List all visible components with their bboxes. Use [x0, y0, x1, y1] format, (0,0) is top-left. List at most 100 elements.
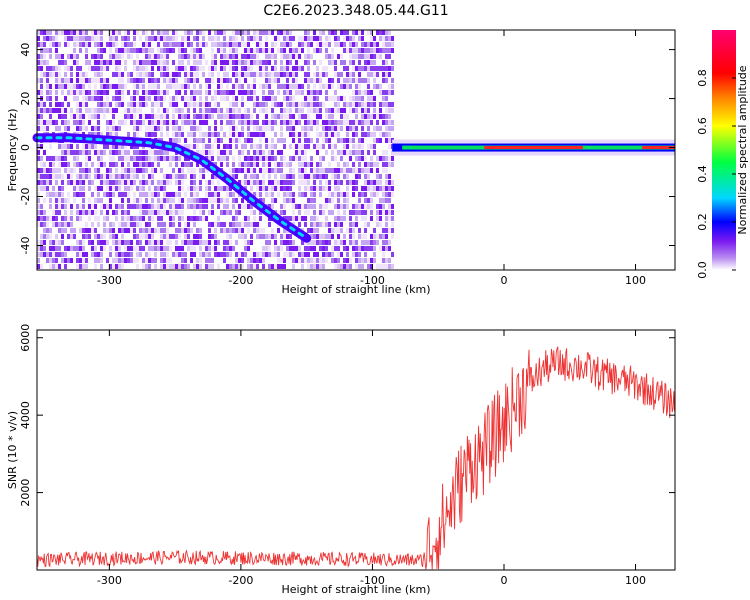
noise-cell [166, 108, 169, 113]
noise-cell [292, 96, 295, 101]
noise-cell [274, 180, 277, 185]
noise-cell [145, 48, 148, 53]
noise-cell [76, 72, 79, 77]
noise-cell [76, 144, 79, 149]
noise-cell [175, 84, 178, 89]
noise-cell [313, 240, 316, 245]
noise-cell [289, 96, 292, 101]
noise-cell [85, 210, 88, 215]
noise-cell [145, 192, 148, 197]
noise-cell [364, 66, 367, 71]
noise-cell [79, 114, 82, 119]
noise-cell [373, 138, 376, 143]
noise-cell [175, 228, 178, 233]
noise-cell [316, 216, 319, 221]
noise-cell [364, 252, 367, 257]
noise-cell [307, 180, 310, 185]
noise-cell [106, 42, 109, 47]
noise-cell [151, 234, 154, 239]
noise-cell [367, 72, 370, 77]
noise-cell [361, 132, 364, 137]
noise-cell [229, 222, 232, 227]
noise-cell [235, 36, 238, 41]
noise-cell [220, 186, 223, 191]
noise-cell [139, 72, 142, 77]
noise-cell [184, 252, 187, 257]
noise-cell [361, 126, 364, 131]
noise-cell [319, 168, 322, 173]
noise-cell [256, 114, 259, 119]
noise-cell [250, 264, 253, 269]
noise-cell [199, 186, 202, 191]
noise-cell [292, 180, 295, 185]
noise-cell [259, 216, 262, 221]
noise-cell [262, 228, 265, 233]
noise-cell [382, 48, 385, 53]
noise-cell [259, 186, 262, 191]
noise-cell [340, 222, 343, 227]
noise-cell [142, 174, 145, 179]
noise-cell [181, 66, 184, 71]
noise-cell [205, 204, 208, 209]
noise-cell [367, 264, 370, 269]
noise-cell [304, 156, 307, 161]
noise-cell [358, 198, 361, 203]
noise-cell [370, 54, 373, 59]
noise-cell [244, 120, 247, 125]
noise-cell [76, 102, 79, 107]
noise-cell [271, 228, 274, 233]
noise-cell [319, 144, 322, 149]
noise-cell [193, 132, 196, 137]
noise-cell [73, 156, 76, 161]
noise-cell [172, 30, 175, 35]
noise-cell [304, 30, 307, 35]
noise-cell [349, 96, 352, 101]
noise-cell [349, 228, 352, 233]
noise-cell [298, 48, 301, 53]
noise-cell [37, 240, 40, 245]
noise-cell [181, 162, 184, 167]
noise-cell [331, 252, 334, 257]
noise-cell [43, 126, 46, 131]
noise-cell [148, 72, 151, 77]
noise-cell [385, 168, 388, 173]
noise-cell [139, 246, 142, 251]
noise-cell [49, 66, 52, 71]
noise-cell [151, 54, 154, 59]
noise-cell [127, 48, 130, 53]
noise-cell [64, 60, 67, 65]
noise-cell [268, 90, 271, 95]
noise-cell [265, 84, 268, 89]
noise-cell [250, 162, 253, 167]
noise-cell [379, 210, 382, 215]
noise-cell [94, 108, 97, 113]
noise-cell [49, 252, 52, 257]
noise-cell [37, 198, 40, 203]
noise-cell [334, 66, 337, 71]
noise-cell [388, 228, 391, 233]
noise-cell [391, 162, 394, 167]
noise-cell [61, 114, 64, 119]
noise-cell [388, 138, 391, 143]
noise-cell [349, 168, 352, 173]
noise-cell [379, 36, 382, 41]
noise-cell [148, 210, 151, 215]
noise-cell [112, 36, 115, 41]
noise-cell [73, 162, 76, 167]
noise-cell [88, 90, 91, 95]
noise-cell [157, 156, 160, 161]
noise-cell [307, 246, 310, 251]
noise-cell [280, 186, 283, 191]
noise-cell [361, 108, 364, 113]
noise-cell [124, 156, 127, 161]
noise-cell [376, 216, 379, 221]
noise-cell [145, 252, 148, 257]
noise-cell [313, 78, 316, 83]
noise-cell [367, 168, 370, 173]
noise-cell [214, 120, 217, 125]
noise-cell [328, 114, 331, 119]
noise-cell [109, 246, 112, 251]
noise-cell [94, 30, 97, 35]
noise-cell [343, 204, 346, 209]
